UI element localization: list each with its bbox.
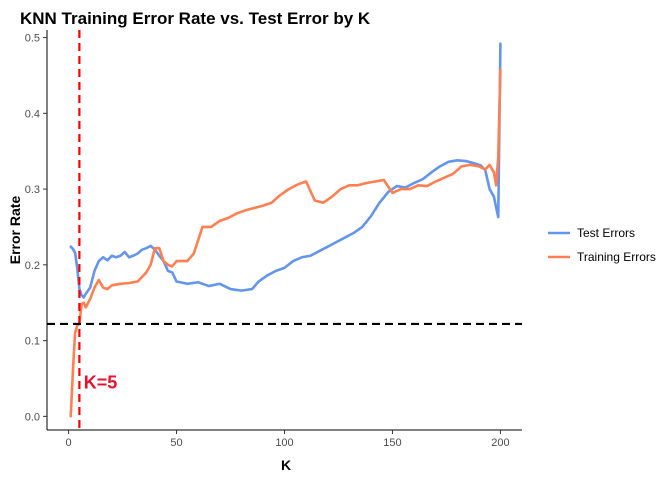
- y-tick-label: 0.5: [25, 33, 40, 45]
- plot-marks: 0 50 100 150 200 0.0 0.1 0.2 0.3 0.4 0.5 K=5: [25, 30, 522, 449]
- y-tick-label: 0.4: [25, 108, 40, 120]
- x-tick-label: 150: [383, 437, 401, 449]
- x-tick-label: 100: [275, 437, 293, 449]
- y-axis-title: Error Rate: [7, 196, 23, 265]
- x-axis-title: K: [281, 457, 291, 473]
- legend: Test Errors Training Errors: [548, 226, 656, 264]
- x-tick-label: 50: [170, 437, 182, 449]
- series-line-training-errors: [69, 68, 502, 418]
- x-tick-label: 0: [66, 437, 72, 449]
- k-annotation: K=5: [84, 372, 118, 392]
- y-tick-label: 0.2: [25, 260, 40, 272]
- series-line-test-errors: [69, 42, 502, 299]
- legend-label-test-errors: Test Errors: [577, 226, 635, 240]
- legend-label-training-errors: Training Errors: [577, 250, 656, 264]
- y-tick-label: 0.3: [25, 184, 40, 196]
- x-tick-label: 200: [491, 437, 509, 449]
- y-tick-label: 0.0: [25, 411, 40, 423]
- y-tick-label: 0.1: [25, 336, 40, 348]
- chart-title: KNN Training Error Rate vs. Test Error b…: [20, 9, 371, 28]
